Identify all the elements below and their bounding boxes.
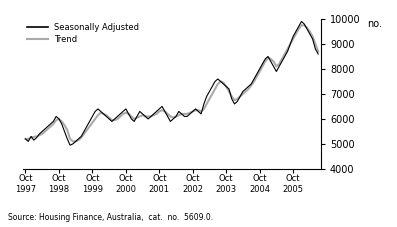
Text: Source: Housing Finance, Australia,  cat.  no.  5609.0.: Source: Housing Finance, Australia, cat.… xyxy=(8,213,213,222)
Y-axis label: no.: no. xyxy=(367,19,382,29)
Legend: Seasonally Adjusted, Trend: Seasonally Adjusted, Trend xyxy=(27,23,139,44)
